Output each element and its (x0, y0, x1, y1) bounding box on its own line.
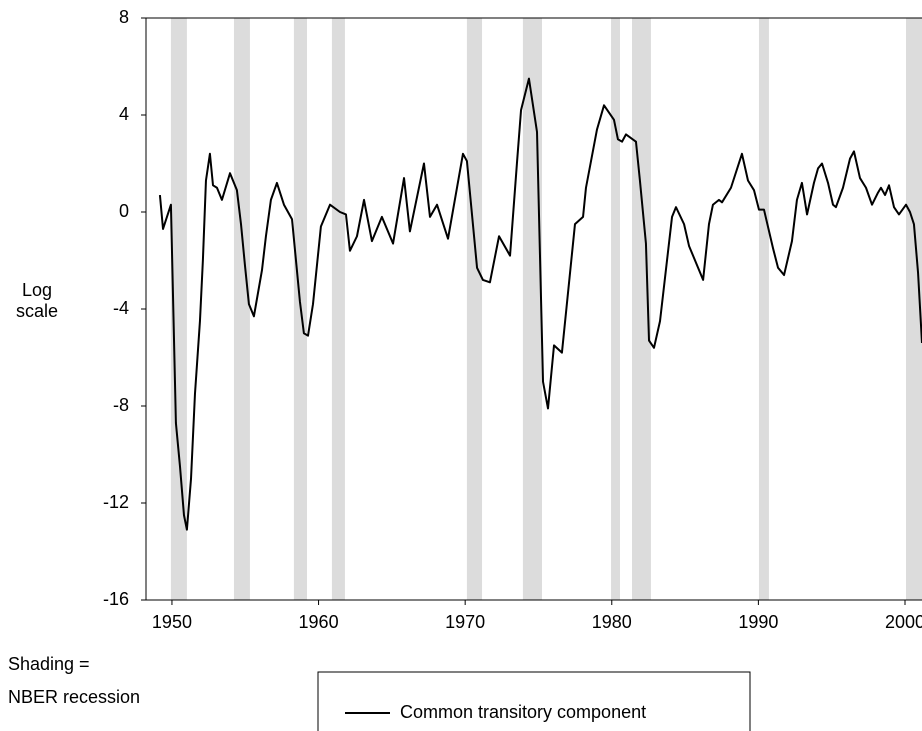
y-axis-label: scale (16, 301, 58, 321)
y-tick-label: -12 (103, 492, 129, 512)
y-tick-label: 4 (119, 104, 129, 124)
y-axis-label: Log (22, 280, 52, 300)
y-tick-label: 8 (119, 7, 129, 27)
recession-band (611, 18, 620, 600)
recession-band (170, 18, 187, 600)
y-tick-label: 0 (119, 201, 129, 221)
plot-layer (158, 77, 922, 531)
series-line (158, 77, 922, 531)
recession-band (758, 18, 769, 600)
recession-band (632, 18, 651, 600)
recession-band (233, 18, 250, 600)
recession-band (331, 18, 345, 600)
recession-shading-layer (170, 18, 922, 600)
x-tick-label: 1980 (592, 612, 632, 632)
x-tick-label: 1960 (299, 612, 339, 632)
x-tick-label: 2000 (885, 612, 922, 632)
y-tick-label: -16 (103, 589, 129, 609)
y-tick-label: -4 (113, 298, 129, 318)
x-tick-label: 1950 (152, 612, 192, 632)
x-tick-label: 1990 (738, 612, 778, 632)
axes-layer: 8 4 0 -4 -8 -12 -16 1950 1960 1970 1980 1990 2000 (103, 7, 922, 632)
x-tick-label: 1970 (445, 612, 485, 632)
annotation: NBER recession (8, 687, 140, 707)
annotation: Shading = (8, 654, 90, 674)
legend-label: Common transitory component (400, 702, 646, 722)
y-tick-label: -8 (113, 395, 129, 415)
legend-box (317, 671, 751, 731)
recession-band (906, 18, 922, 600)
recession-band (466, 18, 483, 600)
